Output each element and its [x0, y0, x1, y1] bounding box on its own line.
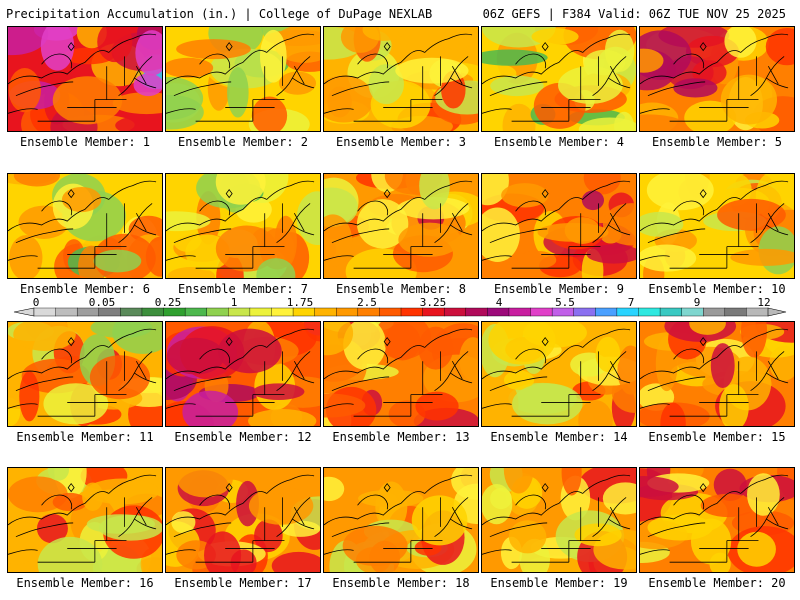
ensemble-map-16 [7, 467, 163, 573]
colorbar-swatch [141, 307, 165, 317]
ensemble-member-label: Ensemble Member: 20 [648, 576, 786, 590]
colorbar-swatch [681, 307, 704, 317]
colorbar-swatch [271, 307, 294, 317]
colorbar-swatch [206, 307, 229, 317]
colorbar-swatch [616, 307, 639, 317]
colorbar-swatch [746, 307, 769, 317]
ensemble-map-10 [639, 173, 795, 279]
colorbar-swatch [659, 307, 683, 317]
ensemble-map-7 [165, 173, 321, 279]
colorbar-swatch [573, 307, 596, 317]
colorbar-swatch [487, 307, 510, 317]
ensemble-member-label: Ensemble Member: 12 [174, 430, 312, 444]
colorbar-swatch [98, 307, 121, 317]
precip-colorbar [13, 307, 787, 317]
colorbar-swatch [508, 307, 532, 317]
ensemble-map-8 [323, 173, 479, 279]
colorbar-swatch [76, 307, 100, 317]
run-info: 06Z GEFS | F384 Valid: 06Z TUE NOV 25 20… [482, 7, 786, 21]
ensemble-map-9 [481, 173, 637, 279]
colorbar-tick-label: 4 [495, 296, 503, 309]
colorbar-swatch [465, 307, 488, 317]
colorbar-swatch [443, 307, 467, 317]
ensemble-member-label: Ensemble Member: 11 [16, 430, 154, 444]
colorbar-swatch [292, 307, 316, 317]
colorbar-tick-label: 12 [757, 296, 771, 309]
ensemble-member-label: Ensemble Member: 8 [335, 282, 467, 296]
colorbar-swatch [120, 307, 143, 317]
ensemble-map-20 [639, 467, 795, 573]
colorbar-swatch [422, 307, 445, 317]
ensemble-map-5 [639, 26, 795, 132]
ensemble-member-label: Ensemble Member: 1 [19, 135, 151, 149]
colorbar-swatch [228, 307, 251, 317]
colorbar-swatch [336, 307, 359, 317]
ensemble-map-15 [639, 321, 795, 427]
ensemble-member-label: Ensemble Member: 2 [177, 135, 309, 149]
ensemble-member-label: Ensemble Member: 10 [648, 282, 786, 296]
ensemble-member-label: Ensemble Member: 4 [493, 135, 625, 149]
ensemble-member-label: Ensemble Member: 3 [335, 135, 467, 149]
colorbar-swatch [357, 307, 380, 317]
colorbar-swatch [184, 307, 208, 317]
colorbar-tick-label: 7 [627, 296, 635, 309]
colorbar-tick-label: 0.05 [88, 296, 116, 309]
colorbar-tick-label: 0 [32, 296, 40, 309]
ensemble-map-14 [481, 321, 637, 427]
ensemble-map-1 [7, 26, 163, 132]
ensemble-map-17 [165, 467, 321, 573]
colorbar-tick-label: 3.25 [419, 296, 447, 309]
colorbar-tick-label: 2.5 [357, 296, 377, 309]
colorbar-swatch [400, 307, 424, 317]
ensemble-map-3 [323, 26, 479, 132]
ensemble-member-label: Ensemble Member: 18 [332, 576, 470, 590]
ensemble-member-label: Ensemble Member: 5 [651, 135, 783, 149]
ensemble-map-13 [323, 321, 479, 427]
ensemble-map-19 [481, 467, 637, 573]
colorbar-swatch [33, 307, 57, 317]
ensemble-map-4 [481, 26, 637, 132]
colorbar-swatch [724, 307, 747, 317]
ensemble-member-label: Ensemble Member: 7 [177, 282, 309, 296]
colorbar-swatch [530, 307, 553, 317]
colorbar-swatch [551, 307, 575, 317]
colorbar-swatch [595, 307, 618, 317]
colorbar-tick-label: 9 [693, 296, 701, 309]
ensemble-map-12 [165, 321, 321, 427]
colorbar-swatch [379, 307, 402, 317]
ensemble-member-label: Ensemble Member: 14 [490, 430, 628, 444]
colorbar-swatch [249, 307, 272, 317]
colorbar-tick-label: 1 [230, 296, 238, 309]
page-title: Precipitation Accumulation (in.) | Colle… [6, 7, 433, 21]
colorbar-swatch [163, 307, 186, 317]
ensemble-member-label: Ensemble Member: 15 [648, 430, 786, 444]
ensemble-map-2 [165, 26, 321, 132]
ensemble-member-label: Ensemble Member: 9 [493, 282, 625, 296]
ensemble-map-18 [323, 467, 479, 573]
ensemble-member-label: Ensemble Member: 19 [490, 576, 628, 590]
colorbar-tick-label: 0.25 [154, 296, 182, 309]
colorbar-swatch [55, 307, 78, 317]
ensemble-member-label: Ensemble Member: 6 [19, 282, 151, 296]
colorbar-swatch [638, 307, 661, 317]
ensemble-map-11 [7, 321, 163, 427]
colorbar-swatch [314, 307, 337, 317]
colorbar-swatch [703, 307, 726, 317]
colorbar-right-arrow [767, 307, 787, 317]
colorbar-left-arrow [13, 307, 35, 317]
ensemble-member-label: Ensemble Member: 13 [332, 430, 470, 444]
colorbar-tick-label: 5.5 [555, 296, 575, 309]
ensemble-member-label: Ensemble Member: 16 [16, 576, 154, 590]
ensemble-map-6 [7, 173, 163, 279]
ensemble-member-label: Ensemble Member: 17 [174, 576, 312, 590]
colorbar-tick-label: 1.75 [286, 296, 314, 309]
